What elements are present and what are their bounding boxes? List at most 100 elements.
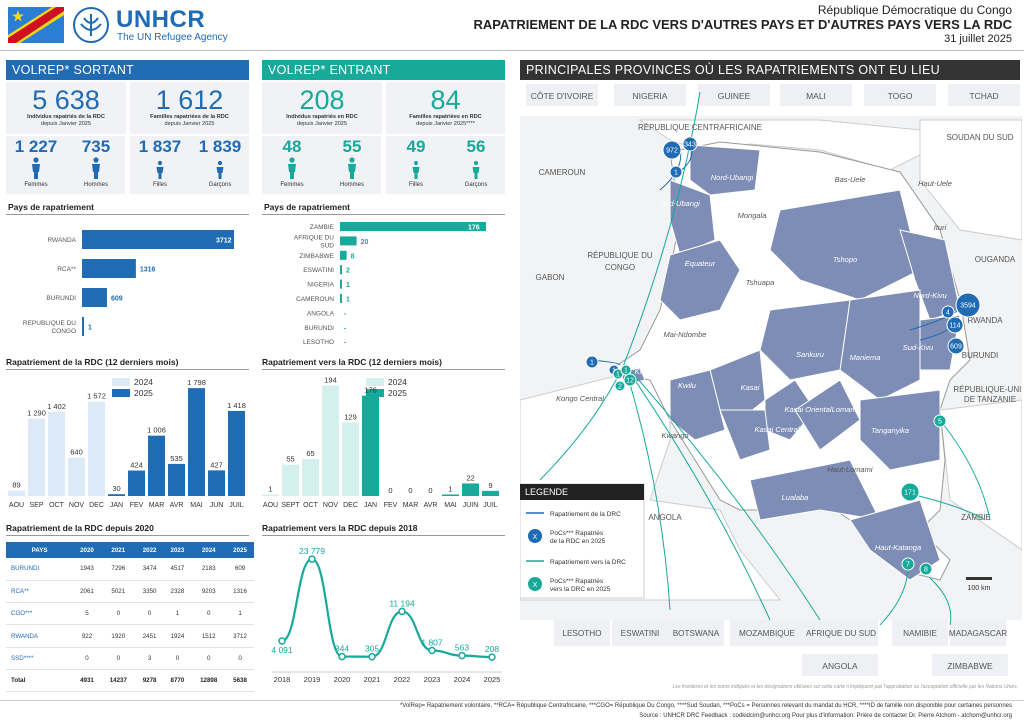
demo-value-hommes: 55 [342, 137, 362, 156]
bar-category-label: RWANDA [47, 237, 76, 244]
entrant-demographics [262, 136, 505, 194]
table-cell: 5 [73, 602, 101, 626]
country-box-label: ZIMBABWE [947, 661, 993, 671]
year-label: 2023 [424, 675, 441, 684]
neighbour-label: BURUNDI [962, 351, 998, 360]
entrant-pays-rule [262, 214, 505, 215]
month-bar-value: 89 [12, 481, 20, 490]
table-cell: RWANDA [6, 624, 74, 648]
table-row: Total 4931 14237 9278 8770 12898 5638 [6, 669, 254, 693]
month-bar [68, 457, 85, 496]
person-icon [288, 157, 296, 179]
province-label-inactive: Mongala [738, 211, 767, 220]
bubble-entrant-value: 1 [624, 368, 628, 375]
table-cell: Total [6, 669, 74, 693]
line-point [278, 637, 286, 645]
flow-line [623, 91, 701, 365]
legend-item-label: PoCs*** Rapatriés [550, 578, 604, 585]
province-label: Kwilu [678, 381, 697, 390]
entrant-individus-label1: Individus rapatriés en RDC [286, 114, 358, 120]
table-cell: 0 [191, 602, 227, 626]
bar [82, 230, 234, 249]
report-date: 31 juillet 2025 [944, 33, 1012, 45]
month-bar [462, 483, 479, 496]
sortant-pays-rule [6, 214, 249, 215]
table-cell: 0 [135, 602, 164, 626]
table-cell: CGO*** [6, 602, 74, 626]
month-label: JUIL [483, 502, 498, 509]
month-label: SEPT [281, 502, 300, 509]
year-label: 2021 [364, 675, 381, 684]
neighbour-label: OUGANDA [975, 255, 1016, 264]
bubble-entrant [933, 414, 947, 428]
entrant-individus-box: 208 Individus rapatriés en RDC depuis Ja… [262, 82, 382, 134]
table-header-cell: 2020 [73, 542, 101, 558]
line-point-label: 23 779 [299, 546, 325, 556]
bar-value-label: 176 [468, 225, 480, 232]
entrant-line-rule [262, 535, 505, 536]
country-box-label: CÔTE D'IVOIRE [531, 91, 594, 101]
neighbour-label: CONGO [605, 263, 635, 272]
bubble-sortant [682, 136, 698, 152]
entrant-header: VOLREP* ENTRANT [262, 60, 505, 80]
sortant-familles-box: 1 612 Familles rapatriées de la RDC depu… [130, 82, 249, 134]
table-cell: 14237 [100, 669, 136, 693]
neighbour-label: RÉPUBLIQUE CENTRAFRICAINE [638, 123, 762, 132]
table-cell: 0 [100, 602, 136, 626]
person-icon [32, 157, 40, 179]
line-point-label: 208 [485, 644, 499, 654]
table-cell: 4931 [73, 669, 101, 693]
sortant-individus-value: 5 638 [32, 85, 100, 115]
month-label: OCT [49, 502, 65, 509]
bubble-sortant-value: 4 [946, 310, 950, 317]
month-label: JAN [110, 502, 123, 509]
line-point [338, 652, 346, 661]
month-label: AVR [424, 502, 438, 509]
bubble-sortant [941, 305, 955, 319]
bubble-entrant-value: 2 [618, 384, 622, 391]
entrant-pays-title: Pays de rapatriement [264, 202, 350, 212]
province-label-inactive: Mai-Ndombe [664, 330, 707, 339]
sortant-pays-chart: RWANDA 3712 RCA** 1316 BURUNDI 609 REPUBLIQUE … [23, 230, 234, 336]
province-label: Tshopo [833, 255, 857, 264]
bar [340, 279, 342, 289]
bubble-sortant [585, 355, 599, 369]
demo-value-garçons: 56 [466, 137, 486, 156]
entrant-months-title: Rapatriement vers la RDC (12 derniers mo… [262, 357, 442, 367]
sortant-table-rule [6, 535, 249, 536]
neighbour-label: RWANDA [967, 316, 1003, 325]
country-box [554, 620, 610, 646]
line-point [308, 555, 316, 563]
line-point-label: 1 807 [421, 637, 443, 647]
table-cell: BURUNDI [6, 558, 74, 581]
flow-line [929, 577, 952, 626]
country-box-label: GUINEE [718, 91, 751, 101]
neighbour-shape [939, 399, 1022, 551]
demo-value-filles: 1 837 [138, 137, 182, 156]
country-box [730, 620, 804, 646]
bubble-entrant-value: 12 [626, 378, 634, 385]
entrant-familles-label1: Familles rapatriées en RDC [409, 114, 482, 120]
line-point [428, 646, 436, 655]
person-icon [216, 160, 224, 179]
bubble-entrant [919, 562, 933, 576]
month-bar-value: 427 [210, 460, 223, 469]
month-bar-value: 424 [130, 461, 143, 470]
bar-category-label: BURUNDI [46, 295, 76, 302]
legend-box [520, 483, 645, 599]
month-bar-value: 640 [70, 448, 83, 457]
legend-bubble-letter: X [533, 582, 538, 589]
legend-header [520, 484, 644, 500]
unhcr-logo-icon [73, 7, 109, 43]
table-cell: SSD**** [6, 647, 74, 670]
table-cell: 3712 [226, 624, 254, 648]
table-cell: 0 [226, 647, 254, 670]
month-label: FEV [130, 502, 144, 509]
map-canvas: CÔTE D'IVOIRE NIGERIA GUINEE MALI TOGO TCHAD L… [520, 84, 1022, 690]
demo-label: Garçons [464, 182, 488, 188]
line-point [368, 652, 376, 661]
neighbour-label: RÉPUBLIQUE-UNIE [953, 385, 1022, 394]
month-bar [148, 435, 165, 496]
province-label: Kasai Oriental [784, 405, 831, 414]
month-label: OCT [303, 502, 319, 509]
